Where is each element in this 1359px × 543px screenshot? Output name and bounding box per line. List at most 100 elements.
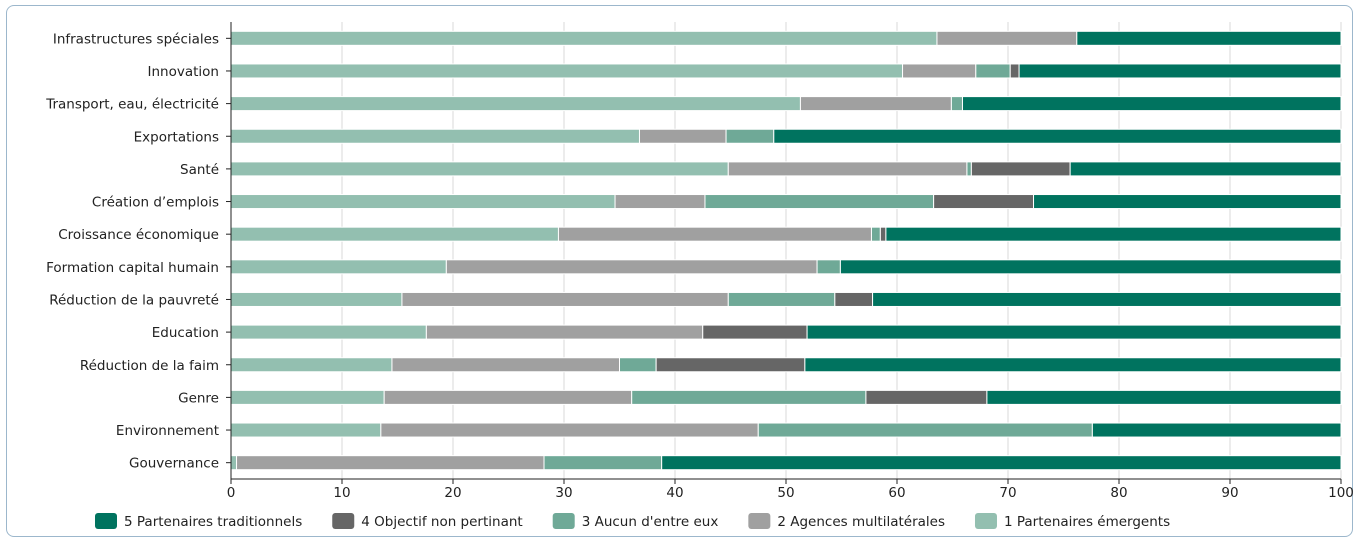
legend-swatch <box>332 513 355 529</box>
x-tick-label: 100 <box>1328 485 1354 501</box>
bar-segment <box>870 226 881 242</box>
bar-segment <box>1069 161 1342 177</box>
bar-segment <box>704 194 935 210</box>
bar-segment <box>661 455 1342 471</box>
legend-label: 3 Aucun d'entre eux <box>582 514 719 530</box>
bar-segment <box>933 194 1035 210</box>
bar-segment <box>230 357 393 373</box>
bar-segment <box>1033 194 1342 210</box>
x-tick-label: 70 <box>999 485 1016 501</box>
legend-item: 2 Agences multilatérales <box>748 513 945 530</box>
bar-segment <box>230 226 559 242</box>
bar-segment <box>230 30 938 46</box>
bar-segment <box>230 161 729 177</box>
category-label: Innovation <box>148 64 219 80</box>
category-label: Santé <box>180 162 219 178</box>
category-label: Environnement <box>116 423 219 439</box>
bar-segment <box>614 194 706 210</box>
bar-segment <box>631 389 867 405</box>
x-tick-label: 50 <box>777 485 794 501</box>
bar-segment <box>816 259 841 275</box>
bar-segment <box>966 161 972 177</box>
x-tick-label: 30 <box>555 485 572 501</box>
bar-segment <box>1076 30 1342 46</box>
legend-swatch <box>95 513 117 529</box>
legend-item: 1 Partenaires émergents <box>974 513 1170 530</box>
bar-segment <box>230 291 403 307</box>
bar-segment <box>936 30 1078 46</box>
bar-segment <box>902 63 977 79</box>
bar-segment <box>619 357 657 373</box>
category-label: Création d’emplois <box>92 195 219 211</box>
bar-segment <box>757 422 1093 438</box>
category-label: Infrastructures spéciales <box>53 31 219 47</box>
bar-segment <box>230 259 447 275</box>
legend-item: 3 Aucun d'entre eux <box>552 513 719 530</box>
x-tick-labels: 0 10 20 30 40 50 60 70 80 90 100 <box>227 485 1354 501</box>
bar-segment <box>1091 422 1342 438</box>
bar-segment <box>872 291 1342 307</box>
legend-label: 2 Agences multilatérales <box>777 514 945 530</box>
bar-segment <box>725 128 775 144</box>
category-label: Genre <box>178 390 219 406</box>
x-tick-label: 90 <box>1221 485 1238 501</box>
bar-segment <box>1018 63 1342 79</box>
legend-item: 4 Objectif non pertinant <box>332 513 523 530</box>
legend: 5 Partenaires traditionnels 4 Objectif no… <box>95 513 1170 530</box>
bar-segment <box>1009 63 1020 79</box>
bar-segment <box>383 389 633 405</box>
x-tick-label: 40 <box>666 485 683 501</box>
x-tick-label: 0 <box>227 485 236 501</box>
x-tick-label: 20 <box>444 485 461 501</box>
bar-segment <box>950 96 963 112</box>
bar-segment <box>401 291 729 307</box>
bar-segment <box>773 128 1342 144</box>
x-tick-label: 60 <box>888 485 905 501</box>
bars <box>230 30 1342 471</box>
bar-segment <box>727 161 968 177</box>
bar-segment <box>727 291 836 307</box>
bar-segment <box>230 389 385 405</box>
bar-segment <box>975 63 1011 79</box>
category-label: Gouvernance <box>129 456 219 472</box>
bar-segment <box>806 324 1342 340</box>
bar-segment <box>986 389 1342 405</box>
gridlines <box>230 22 1342 479</box>
bar-segment <box>380 422 759 438</box>
bar-segment <box>834 291 874 307</box>
bar-segment <box>425 324 704 340</box>
bar-segment <box>230 96 801 112</box>
bar-segment <box>230 128 640 144</box>
legend-swatch <box>552 513 575 529</box>
bar-segment <box>230 422 382 438</box>
legend-label: 1 Partenaires émergents <box>1004 514 1170 530</box>
bar-segment <box>804 357 1342 373</box>
category-label: Education <box>152 325 219 341</box>
category-label: Formation capital humain <box>46 260 219 276</box>
bar-segment <box>655 357 806 373</box>
category-label: Transport, eau, électricité <box>45 97 219 113</box>
bar-segment <box>230 455 238 471</box>
bar-segment <box>557 226 872 242</box>
category-label: Réduction de la pauvreté <box>49 292 219 308</box>
x-tick-label: 80 <box>1110 485 1127 501</box>
bar-segment <box>702 324 808 340</box>
bar-segment <box>230 324 427 340</box>
category-label: Exportations <box>134 129 219 145</box>
bar-segment <box>230 194 616 210</box>
category-labels: Infrastructures spéciales Innovation Trans… <box>45 31 219 471</box>
bar-segment <box>970 161 1071 177</box>
category-label: Réduction de la faim <box>80 358 219 374</box>
legend-swatch <box>748 513 771 529</box>
x-tick-label: 10 <box>333 485 350 501</box>
bar-segment <box>885 226 1342 242</box>
bar-segment <box>236 455 545 471</box>
axes <box>226 22 1342 484</box>
legend-item: 5 Partenaires traditionnels <box>95 513 302 530</box>
bar-segment <box>445 259 818 275</box>
legend-label: 5 Partenaires traditionnels <box>124 514 302 530</box>
bar-segment <box>799 96 952 112</box>
bar-segment <box>961 96 1342 112</box>
legend-label: 4 Objectif non pertinant <box>361 514 522 530</box>
